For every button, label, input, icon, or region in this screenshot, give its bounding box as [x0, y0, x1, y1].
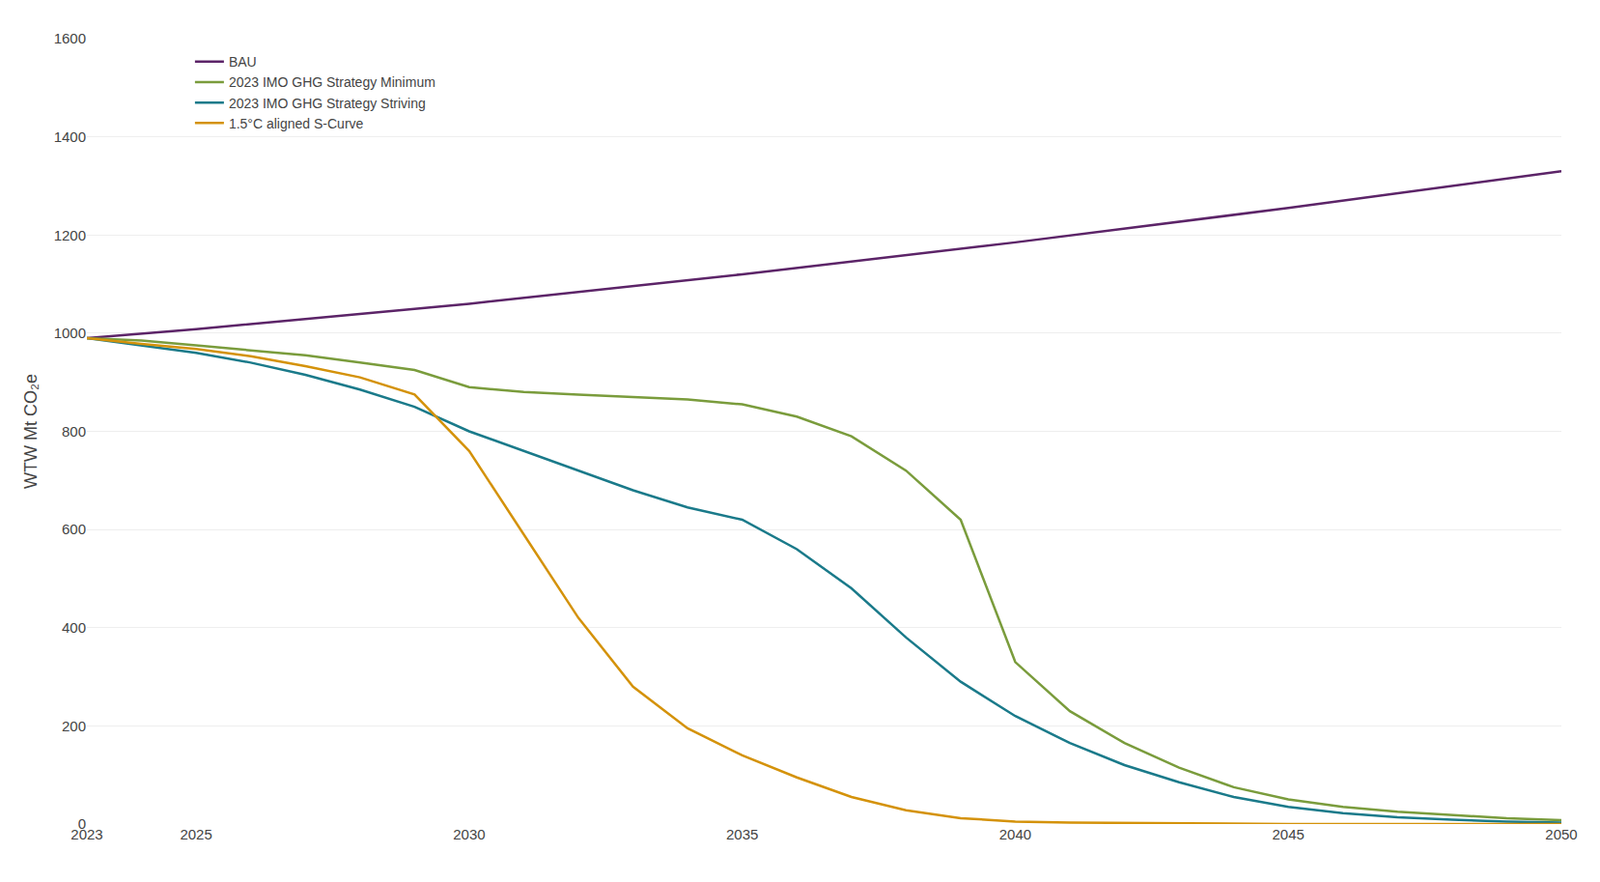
svg-text:2035: 2035 — [726, 825, 758, 843]
svg-text:2050: 2050 — [1544, 825, 1577, 843]
svg-text:2045: 2045 — [1272, 825, 1305, 843]
svg-text:600: 600 — [61, 520, 86, 537]
svg-text:200: 200 — [61, 717, 86, 734]
svg-text:800: 800 — [61, 422, 86, 440]
svg-text:BAU: BAU — [228, 54, 257, 70]
svg-text:2023 IMO GHG Strategy Striving: 2023 IMO GHG Strategy Striving — [228, 95, 426, 112]
svg-text:2023: 2023 — [70, 825, 103, 843]
svg-text:2040: 2040 — [999, 825, 1032, 843]
svg-text:1200: 1200 — [54, 226, 86, 244]
svg-text:400: 400 — [61, 618, 86, 636]
svg-text:WTW Mt CO₂e: WTW Mt CO₂e — [21, 373, 41, 489]
svg-text:1400: 1400 — [54, 128, 86, 145]
svg-text:2030: 2030 — [452, 825, 485, 843]
svg-text:0: 0 — [78, 814, 86, 832]
svg-text:2023 IMO GHG Strategy Minimum: 2023 IMO GHG Strategy Minimum — [228, 74, 436, 90]
svg-text:1000: 1000 — [54, 324, 86, 341]
svg-text:1600: 1600 — [54, 29, 86, 47]
svg-text:1.5°C aligned S-Curve: 1.5°C aligned S-Curve — [228, 115, 365, 132]
svg-text:2025: 2025 — [179, 825, 212, 843]
